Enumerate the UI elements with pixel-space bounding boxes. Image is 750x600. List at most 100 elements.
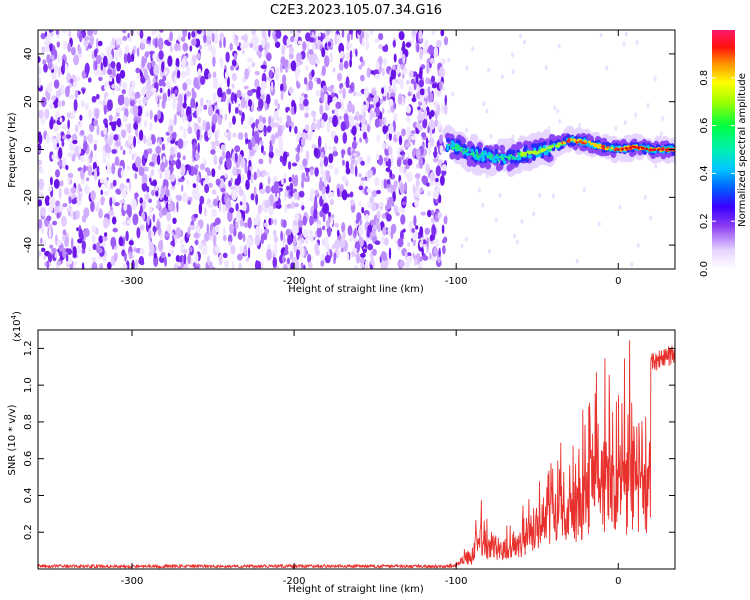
- noise-cell: [421, 132, 427, 138]
- noise-cell: [316, 226, 322, 238]
- noise-cell: [191, 38, 197, 46]
- signal-cell: [548, 149, 551, 152]
- noise-cell: [342, 132, 348, 144]
- noise-cell: [121, 81, 128, 89]
- noise-cell: [342, 159, 345, 166]
- noise-cell: [158, 38, 164, 51]
- noise-cell: [166, 80, 171, 89]
- noise-cell: [61, 215, 67, 227]
- noise-cell: [182, 30, 188, 38]
- noise-cell: [81, 240, 87, 251]
- noise-cell: [262, 151, 266, 156]
- noise-cell: [460, 243, 464, 249]
- noise-cell: [477, 187, 481, 193]
- noise-cell: [342, 87, 346, 100]
- noise-cell: [44, 108, 50, 120]
- noise-cell: [330, 130, 336, 140]
- noise-cell: [388, 123, 394, 135]
- noise-cell: [242, 233, 246, 243]
- noise-cell: [294, 202, 299, 208]
- noise-cell: [288, 86, 293, 95]
- noise-cell: [139, 30, 144, 39]
- noise-cell: [257, 122, 264, 131]
- noise-cell: [392, 40, 396, 48]
- noise-cell: [158, 240, 164, 252]
- noise-cell: [92, 243, 97, 251]
- noise-cell: [251, 61, 256, 68]
- noise-cell: [412, 184, 416, 194]
- noise-cell: [304, 77, 308, 85]
- noise-cell: [382, 226, 387, 236]
- noise-cell: [349, 50, 353, 61]
- noise-cell: [575, 258, 579, 264]
- signal-core-cell: [640, 147, 645, 150]
- noise-cell: [207, 30, 214, 37]
- noise-cell: [291, 162, 298, 167]
- noise-cell: [54, 252, 58, 259]
- noise-cell: [186, 179, 190, 186]
- noise-cell: [200, 97, 204, 107]
- noise-cell: [328, 145, 332, 151]
- noise-cell: [372, 248, 377, 256]
- noise-cell: [424, 39, 429, 50]
- noise-cell: [404, 171, 408, 176]
- noise-cell: [128, 148, 132, 155]
- noise-cell: [297, 144, 301, 154]
- noise-cell: [164, 168, 171, 181]
- colorbar-tick-label: 0.6: [699, 118, 710, 134]
- noise-cell: [363, 87, 369, 99]
- signal-cell: [446, 137, 450, 143]
- noise-cell: [282, 263, 288, 269]
- noise-cell: [435, 238, 439, 248]
- signal-cell: [497, 159, 500, 162]
- signal-cell: [550, 134, 556, 142]
- noise-cell: [305, 167, 311, 173]
- noise-cell: [78, 32, 83, 43]
- noise-cell: [149, 161, 155, 167]
- noise-cell: [440, 175, 445, 186]
- noise-cell: [237, 253, 243, 261]
- noise-cell: [187, 126, 193, 134]
- noise-cell: [189, 224, 195, 231]
- noise-cell: [47, 186, 53, 192]
- noise-cell: [399, 145, 404, 150]
- noise-cell: [381, 142, 386, 150]
- noise-cell: [170, 125, 173, 133]
- noise-cell: [160, 251, 166, 259]
- noise-cell: [383, 237, 389, 246]
- noise-cell: [374, 38, 380, 43]
- noise-cell: [442, 245, 446, 255]
- noise-cell: [435, 178, 439, 183]
- noise-cell: [321, 119, 325, 129]
- noise-cell: [278, 116, 283, 124]
- noise-cell: [122, 149, 126, 155]
- noise-cell: [335, 101, 342, 110]
- noise-cell: [280, 90, 284, 101]
- noise-cell: [108, 210, 115, 217]
- noise-cell: [128, 181, 132, 192]
- noise-cell: [240, 44, 246, 50]
- noise-cell: [73, 99, 78, 111]
- noise-cell: [180, 163, 186, 176]
- noise-cell: [122, 35, 128, 41]
- noise-cell: [59, 117, 63, 123]
- noise-cell: [193, 232, 200, 239]
- noise-cell: [210, 141, 217, 146]
- noise-cell: [76, 227, 79, 232]
- noise-cell: [398, 30, 405, 41]
- signal-cell: [460, 149, 463, 152]
- noise-cell: [332, 67, 336, 73]
- noise-cell: [347, 43, 353, 49]
- noise-cell: [42, 59, 47, 65]
- noise-cell: [289, 182, 294, 191]
- noise-cell: [214, 105, 219, 110]
- noise-cell: [96, 200, 100, 213]
- noise-cell: [187, 253, 191, 265]
- noise-cell: [161, 61, 165, 73]
- noise-cell: [121, 30, 127, 34]
- noise-cell: [110, 61, 116, 69]
- noise-cell: [181, 92, 185, 104]
- noise-cell: [353, 115, 359, 121]
- noise-cell: [98, 208, 103, 219]
- noise-cell: [361, 206, 365, 214]
